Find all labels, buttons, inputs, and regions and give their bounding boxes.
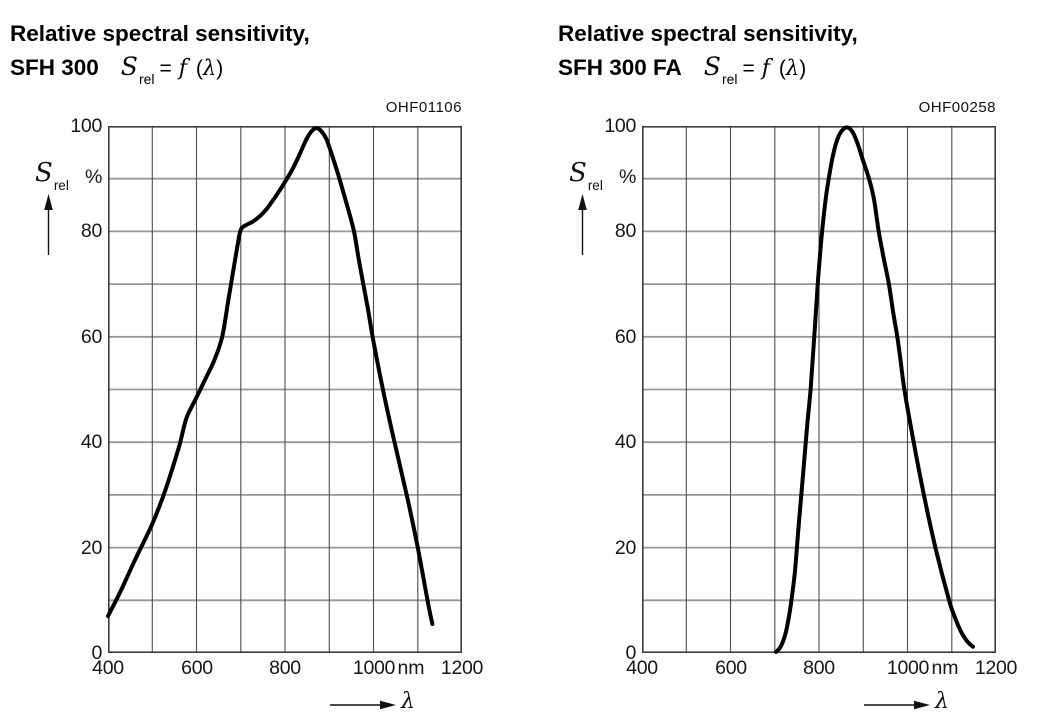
y-axis-symbol: Srel <box>569 158 603 194</box>
x-axis-unit: nm <box>931 657 959 679</box>
y-tick-label: 20 <box>614 537 636 559</box>
y-tick-label: 40 <box>80 431 102 453</box>
x-axis-unit: nm <box>397 657 425 679</box>
chart-sfh300: Relative spectral sensitivity, SFH 300 Sr… <box>0 0 503 721</box>
plot-code: OHF00258 <box>918 99 996 116</box>
y-tick-label: 80 <box>80 220 102 242</box>
x-tick-label: 800 <box>269 657 301 679</box>
y-tick-label: 80 <box>614 220 636 242</box>
formula-equals: = <box>159 57 172 80</box>
y-axis-unit: % <box>619 166 637 188</box>
chart-title-line2: SFH 300 Srel = f (λ) <box>10 50 310 93</box>
x-tick-label: 400 <box>92 657 124 679</box>
plot-frame <box>108 126 462 654</box>
x-tick-label: 600 <box>181 657 213 679</box>
y-tick-label: 100 <box>70 115 102 137</box>
y-tick-label: 20 <box>80 537 102 559</box>
y-tick-label: 60 <box>80 326 102 348</box>
plot-area <box>106 126 462 654</box>
chart-title: Relative spectral sensitivity, SFH 300 F… <box>558 17 858 93</box>
y-tick-label: 40 <box>614 431 636 453</box>
formula-lambda: λ <box>202 56 217 80</box>
formula-srel: Srel <box>703 52 738 87</box>
chart-title-line1: Relative spectral sensitivity, <box>10 21 310 46</box>
plot-area <box>642 125 996 654</box>
x-tick-label: 1000 <box>886 657 930 679</box>
x-tick-label: 600 <box>715 657 747 679</box>
y-axis-arrow-icon <box>578 194 587 255</box>
x-tick-label: 1200 <box>974 657 1018 679</box>
formula-equals: = <box>742 57 755 80</box>
y-tick-label: 60 <box>614 326 636 348</box>
formula-srel: Srel <box>120 52 155 87</box>
x-axis-arrow-icon <box>864 700 930 710</box>
x-tick-label: 1200 <box>440 657 484 679</box>
formula-paren-open: ( <box>778 57 786 80</box>
y-axis-unit: % <box>85 166 103 188</box>
formula-lambda: λ <box>785 56 800 80</box>
x-axis-symbol: λ <box>935 689 949 714</box>
y-tick-label: 0 <box>625 642 636 664</box>
chart-title-line2: SFH 300 FA Srel = f (λ) <box>558 50 858 93</box>
y-tick-label: 0 <box>91 642 102 664</box>
x-axis-symbol: λ <box>401 689 415 714</box>
y-tick-label: 100 <box>604 115 636 137</box>
sensitivity-curve <box>774 125 975 654</box>
device-model: SFH 300 FA <box>558 55 682 80</box>
formula-f: f <box>178 56 187 81</box>
x-axis-arrow-icon <box>330 700 396 710</box>
chart-sfh300fa: Relative spectral sensitivity, SFH 300 F… <box>534 0 1037 721</box>
y-axis-arrow-icon <box>44 194 53 255</box>
formula-paren-close: ) <box>216 57 224 80</box>
y-axis-symbol: Srel <box>35 158 69 194</box>
x-tick-label: 800 <box>803 657 835 679</box>
sensitivity-curve <box>106 126 435 626</box>
x-tick-label: 1000 <box>352 657 396 679</box>
plot-frame <box>642 126 996 654</box>
x-tick-label: 400 <box>626 657 658 679</box>
formula-paren-close: ) <box>799 57 807 80</box>
chart-title-line1: Relative spectral sensitivity, <box>558 21 858 46</box>
plot-code: OHF01106 <box>385 99 462 116</box>
chart-title: Relative spectral sensitivity, SFH 300 Sr… <box>10 17 310 93</box>
formula-paren-open: ( <box>195 57 203 80</box>
formula-f: f <box>761 56 770 81</box>
device-model: SFH 300 <box>10 55 99 80</box>
